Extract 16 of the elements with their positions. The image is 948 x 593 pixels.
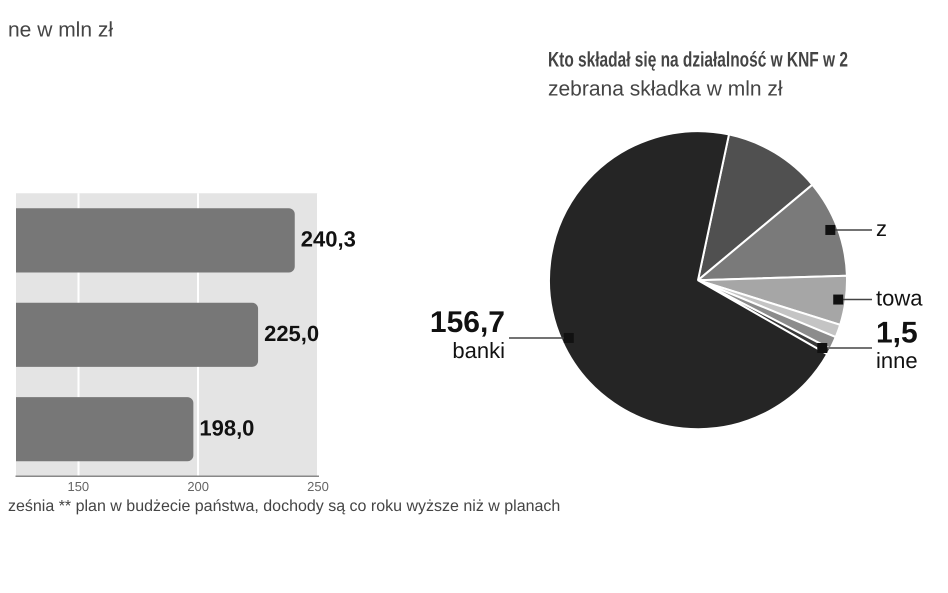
chart-title: ne w mln zł — [8, 18, 114, 42]
chart-title: Kto składał się na działalność w KNF w 2 — [548, 47, 848, 71]
text: ześnia ** plan w budżecie państwa, dochody są co roku wyższe niż w planach — [8, 498, 560, 516]
data-label: 198,0 — [199, 415, 254, 440]
x-tick-label: 150 — [67, 478, 90, 494]
data-label: 156,7 — [430, 306, 505, 340]
data-label: 1,5 — [876, 316, 918, 350]
slice-label: towa — [876, 286, 924, 311]
x-tick-label: 250 — [307, 478, 329, 494]
chart-subtitle: zebrana składka w mln zł — [548, 78, 783, 101]
slice-label: z — [876, 216, 887, 242]
slice-label: inne — [876, 348, 918, 374]
data-label: 240,3 — [300, 226, 356, 252]
x-tick-label: 200 — [187, 478, 210, 494]
slice-label: banki — [452, 338, 505, 364]
data-label: 225,0 — [264, 320, 320, 346]
